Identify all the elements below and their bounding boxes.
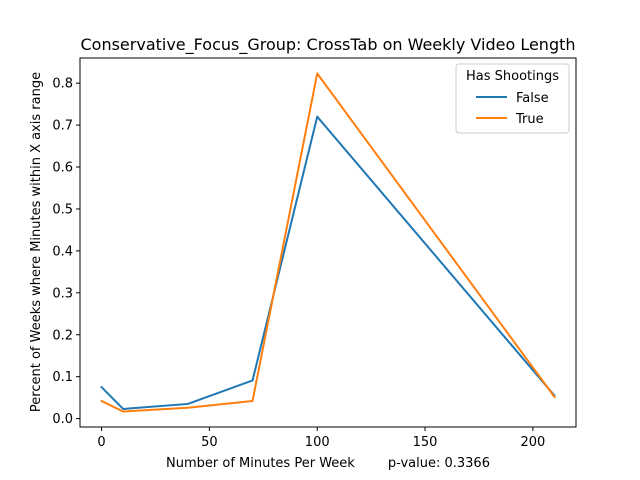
y-tick-label: 0.5	[52, 202, 73, 217]
x-axis-ticks: 0 50 100 150 200	[97, 427, 545, 450]
y-axis-ticks: 0.0 0.1 0.2 0.3 0.4 0.5 0.6 0.7 0.8	[52, 77, 80, 427]
plot-frame	[79, 57, 577, 428]
x-tick-label: 150	[413, 435, 438, 450]
x-tick-label: 200	[520, 435, 545, 450]
y-tick-label: 0.1	[52, 370, 73, 385]
y-tick-label: 0.7	[52, 119, 73, 134]
legend-label-false: False	[516, 91, 549, 106]
y-tick-label: 0.4	[52, 244, 73, 259]
y-tick-label: 0.2	[52, 328, 73, 343]
x-axis-label: Number of Minutes Per Week p-value: 0.33…	[166, 456, 490, 471]
y-tick-label: 0.6	[52, 161, 73, 176]
x-tick-label: 50	[201, 435, 218, 450]
legend-title: Has Shootings	[466, 69, 559, 84]
legend: Has Shootings False True	[455, 63, 570, 134]
y-tick-label: 0.8	[52, 77, 73, 92]
chart-title: Conservative_Focus_Group: CrossTab on We…	[80, 35, 575, 55]
y-tick-label: 0.3	[52, 286, 73, 301]
series-line-false	[100, 115, 556, 410]
series-line-true	[100, 72, 556, 413]
legend-box	[455, 63, 570, 134]
x-tick-label: 100	[305, 435, 330, 450]
legend-label-true: True	[515, 112, 544, 127]
y-axis-label: Percent of Weeks where Minutes within X …	[29, 72, 44, 412]
series-lines	[100, 72, 556, 413]
y-tick-label: 0.0	[52, 412, 73, 427]
x-tick-label: 0	[97, 435, 105, 450]
